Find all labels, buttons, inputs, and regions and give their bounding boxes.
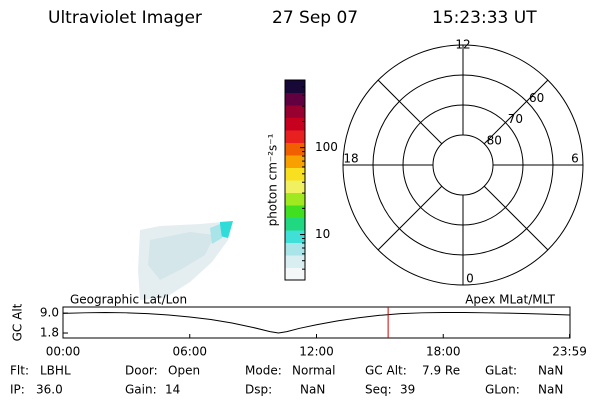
colorbar-band: [285, 180, 305, 193]
colorbar-band: [285, 192, 305, 206]
colorbar-band: [285, 217, 305, 231]
colorbar-band: [285, 267, 305, 281]
status-label: Dsp:: [245, 383, 272, 397]
image-patch: [210, 224, 222, 244]
x-tick-label: 12:00: [299, 345, 334, 359]
image-patch: [148, 232, 215, 280]
image-patch: [220, 221, 233, 238]
colorbar-band: [285, 142, 305, 156]
orbit-ylabel: GC Alt: [11, 303, 25, 341]
altitude-line: [62, 312, 570, 334]
mlt-label: 18: [343, 152, 358, 166]
auroral-image: [138, 221, 233, 300]
mlt-label: 6: [571, 152, 579, 166]
colorbar-band: [285, 155, 305, 168]
y-tick-label: 9.0: [40, 306, 59, 320]
colorbar-tick-label: 10: [315, 227, 330, 241]
date: 27 Sep 07: [272, 8, 358, 28]
colorbar-tick-label: 100: [315, 140, 338, 154]
status-value: NaN: [538, 364, 563, 378]
status-value: NaN: [300, 383, 325, 397]
colorbar-band: [285, 105, 305, 118]
x-tick-label: 06:00: [172, 345, 207, 359]
colorbar-band: [285, 242, 305, 256]
lat-label: 80: [487, 133, 502, 147]
lat-label: 70: [508, 112, 523, 126]
mlt-spoke: [483, 79, 549, 145]
colorbar-band: [285, 117, 305, 131]
status-value: LBHL: [40, 364, 71, 378]
status-value: 7.9 Re: [422, 364, 460, 378]
colorbar-band: [285, 92, 305, 106]
colorbar-band: [285, 130, 305, 143]
x-tick-label: 00:00: [46, 345, 81, 359]
status-label: Door:: [125, 364, 158, 378]
status-label: GLon:: [485, 383, 520, 397]
colorbar-band: [285, 167, 305, 181]
status-value: NaN: [538, 383, 563, 397]
status-value: Normal: [292, 364, 335, 378]
time: 15:23:33 UT: [432, 8, 537, 28]
status-value: 36.0: [36, 383, 63, 397]
lat-label: 60: [529, 91, 544, 105]
status-label: IP:: [10, 383, 25, 397]
colorbar-band: [285, 230, 305, 243]
status-label: GLat:: [485, 364, 517, 378]
colorbar-band: [285, 205, 305, 218]
colorbar-frame: [284, 79, 306, 281]
mlt-spoke: [377, 79, 443, 145]
status-label: Seq:: [365, 383, 392, 397]
colorbar-band: [285, 255, 305, 268]
orbit-left-label: Geographic Lat/Lon: [70, 293, 187, 307]
title: Ultraviolet Imager: [48, 8, 202, 28]
lat-ring: [432, 134, 494, 196]
status-label: Flt:: [10, 364, 29, 378]
status-value: 39: [400, 383, 415, 397]
orbit-frame: [62, 306, 571, 339]
y-tick-label: 1.8: [40, 326, 59, 340]
status-value: Open: [168, 364, 200, 378]
mlt-label: 12: [455, 38, 470, 52]
x-tick-label: 18:00: [426, 345, 461, 359]
x-tick-label: 23:59: [552, 345, 587, 359]
status-label: GC Alt:: [365, 364, 407, 378]
status-value: 14: [165, 383, 180, 397]
colorbar-label: photon cm⁻²s⁻¹: [266, 133, 280, 226]
status-label: Gain:: [125, 383, 157, 397]
colorbar-band: [285, 80, 305, 93]
status-label: Mode:: [245, 364, 282, 378]
mlt-spoke: [483, 185, 549, 251]
orbit-right-label: Apex MLat/MLT: [465, 293, 555, 307]
mlt-label: 0: [466, 272, 474, 286]
mlt-spoke: [377, 185, 443, 251]
